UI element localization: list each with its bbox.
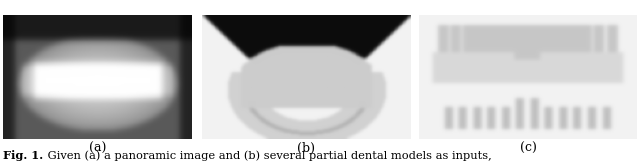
Text: (c): (c) — [520, 142, 536, 155]
Text: Given (a) a panoramic image and (b) several partial dental models as inputs,: Given (a) a panoramic image and (b) seve… — [44, 150, 492, 161]
Text: (b): (b) — [297, 142, 315, 155]
Text: (a): (a) — [88, 142, 106, 155]
Text: Fig. 1.: Fig. 1. — [3, 150, 44, 161]
